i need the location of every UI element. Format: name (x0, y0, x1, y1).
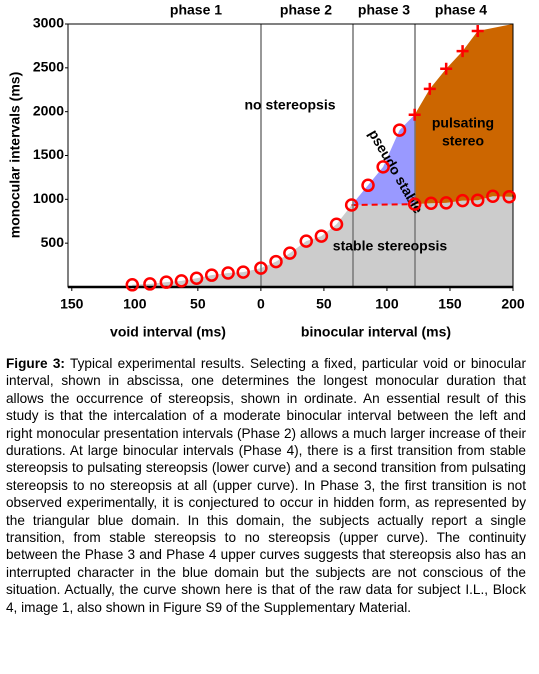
annotation: stereo (442, 133, 484, 149)
data-point (424, 196, 438, 211)
data-point (502, 189, 516, 204)
pulsating-region (414, 24, 513, 205)
phase-label: phase 1 (170, 2, 222, 18)
x-tick-label: 100 (375, 296, 399, 312)
x-tick-label: 150 (438, 296, 462, 312)
data-point (486, 189, 500, 204)
data-point (221, 266, 235, 280)
phase-label: phase 2 (280, 2, 332, 18)
data-point (407, 197, 422, 211)
data-point (440, 62, 453, 75)
data-point (344, 198, 359, 212)
x-tick-label: 200 (501, 296, 525, 312)
data-point (125, 278, 140, 292)
data-point (143, 277, 157, 291)
data-point (392, 123, 407, 137)
data-point (314, 229, 329, 243)
annotation: no stereopsis (244, 97, 335, 113)
y-tick-label: 2000 (33, 102, 64, 118)
data-point (361, 178, 375, 193)
data-point (423, 82, 436, 95)
annotation: pulsating (432, 115, 494, 131)
data-point (189, 271, 204, 285)
data-point (329, 217, 344, 231)
chart: phase 1 phase 2 phase 3 phase 4 monocula… (7, 2, 525, 340)
y-tick-label: 3000 (33, 15, 64, 31)
data-point (408, 108, 421, 121)
data-point (471, 25, 484, 38)
phase-label: phase 3 (358, 2, 410, 18)
data-point (283, 246, 297, 260)
y-tick-label: 1500 (33, 146, 64, 162)
x-tick-label: 50 (316, 296, 332, 312)
data-point (299, 234, 314, 248)
y-tick-label: 2500 (33, 59, 64, 75)
data-point (269, 254, 283, 269)
y-axis-label: monocular intervals (ms) (7, 72, 23, 239)
data-point (439, 196, 453, 210)
y-tick-label: 1000 (33, 190, 64, 206)
data-point (174, 274, 189, 288)
data-point (470, 193, 485, 207)
figure-caption: Figure 3: Typical experimental results. … (6, 355, 526, 616)
x-tick-label: 50 (190, 296, 206, 312)
data-point (456, 45, 469, 58)
data-point (236, 265, 250, 279)
data-point (455, 193, 470, 208)
y-tick-label: 500 (41, 234, 65, 250)
caption-label: Figure 3: (6, 356, 65, 371)
annotation: stable stereopsis (333, 238, 448, 254)
x-tick-label: 100 (123, 296, 147, 312)
caption-text: Typical experimental results. Selecting … (6, 356, 527, 615)
data-point (254, 261, 268, 275)
data-point (376, 160, 390, 174)
x-tick-label: 0 (257, 296, 265, 312)
x-tick-label: 150 (60, 296, 84, 312)
data-point (204, 268, 219, 282)
transition-line (351, 203, 415, 207)
data-point (159, 275, 174, 289)
x-axis-label: binocular interval (ms) (301, 324, 451, 340)
pseudo-stable-region (351, 114, 415, 206)
x-axis-label: void interval (ms) (110, 324, 226, 340)
phase-label: phase 4 (435, 2, 487, 18)
